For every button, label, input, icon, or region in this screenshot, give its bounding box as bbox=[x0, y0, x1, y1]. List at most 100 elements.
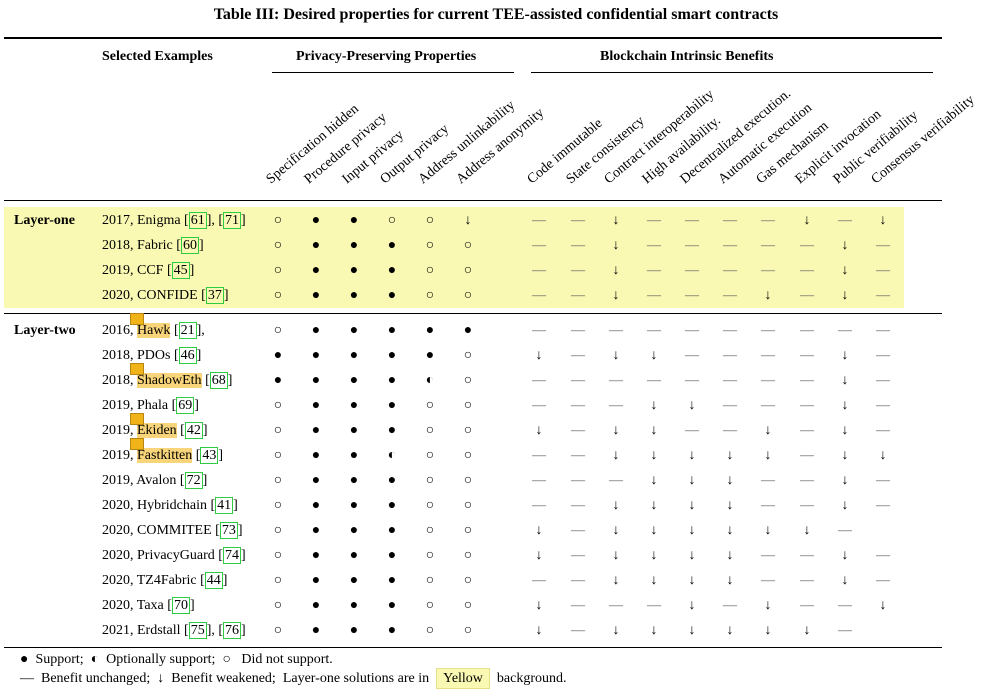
property-cell: — bbox=[800, 548, 814, 563]
property-cell: ● bbox=[387, 498, 397, 513]
citation-link[interactable]: 75 bbox=[188, 622, 207, 639]
comment-note-icon[interactable] bbox=[130, 363, 144, 375]
highlighted-name[interactable]: ShadowEth bbox=[130, 363, 202, 388]
property-cell: ○ bbox=[273, 213, 283, 228]
property-cell: — bbox=[876, 398, 890, 413]
example-cell: 2019, Ekiden [42] bbox=[102, 413, 208, 439]
example-name: COMMITEE bbox=[137, 523, 212, 538]
property-cell: ● bbox=[349, 548, 359, 563]
citation-link[interactable]: 74 bbox=[222, 547, 241, 564]
comment-note-icon[interactable] bbox=[130, 413, 144, 425]
property-cell: ↓ bbox=[535, 548, 543, 563]
property-cell: ○ bbox=[273, 323, 283, 338]
property-cell: — bbox=[647, 598, 661, 613]
citation-link[interactable]: 44 bbox=[204, 572, 223, 589]
citation-link[interactable]: 46 bbox=[178, 347, 197, 364]
property-cell: — bbox=[800, 373, 814, 388]
property-cell: ○ bbox=[273, 498, 283, 513]
property-cell: ○ bbox=[425, 598, 435, 613]
property-cell: ○ bbox=[425, 263, 435, 278]
property-cell: — bbox=[532, 498, 546, 513]
citation-link[interactable]: 73 bbox=[219, 522, 238, 539]
property-cell: ↓ bbox=[764, 448, 772, 463]
example-suffix: , bbox=[201, 323, 205, 338]
citation-link[interactable]: 68 bbox=[209, 372, 228, 389]
property-cell: ○ bbox=[273, 423, 283, 438]
property-cell: — bbox=[876, 348, 890, 363]
property-cell: — bbox=[571, 423, 585, 438]
property-cell: ○ bbox=[463, 238, 473, 253]
property-cell: ○ bbox=[425, 523, 435, 538]
property-cell: — bbox=[685, 423, 699, 438]
citation-link[interactable]: 41 bbox=[215, 497, 234, 514]
property-cell: ○ bbox=[463, 473, 473, 488]
property-cell: ● bbox=[311, 523, 321, 538]
property-cell: — bbox=[532, 573, 546, 588]
property-cell: ↓ bbox=[841, 238, 849, 253]
property-cell: ↓ bbox=[879, 598, 887, 613]
property-cell: ○ bbox=[463, 373, 473, 388]
example-name: PrivacyGuard bbox=[137, 548, 215, 563]
property-cell: ● bbox=[387, 423, 397, 438]
property-cell: ↓ bbox=[726, 498, 734, 513]
example-year: 2020, bbox=[102, 598, 134, 613]
citation-link[interactable]: 42 bbox=[184, 422, 203, 439]
property-cell: ○ bbox=[425, 573, 435, 588]
legend-line-2: — Benefit unchanged; ↓ Benefit weakened;… bbox=[20, 668, 567, 689]
highlighted-name[interactable]: Ekiden bbox=[130, 413, 177, 438]
privacy-group-rule bbox=[272, 72, 514, 73]
property-cell: — bbox=[761, 398, 775, 413]
property-cell: — bbox=[571, 523, 585, 538]
property-cell: ↓ bbox=[803, 213, 811, 228]
citation-link[interactable]: 37 bbox=[205, 287, 224, 304]
property-cell: — bbox=[800, 238, 814, 253]
example-name: Phala bbox=[137, 398, 169, 413]
property-cell: — bbox=[800, 598, 814, 613]
citation-link[interactable]: 61 bbox=[188, 212, 207, 229]
property-cell: ↓ bbox=[803, 623, 811, 638]
property-cell: ○ bbox=[425, 473, 435, 488]
property-cell: ○ bbox=[463, 523, 473, 538]
property-cell: ○ bbox=[273, 548, 283, 563]
property-cell: — bbox=[800, 473, 814, 488]
property-cell: — bbox=[532, 288, 546, 303]
property-cell: — bbox=[761, 238, 775, 253]
legend-support-text: Support; bbox=[35, 652, 84, 667]
comment-note-icon[interactable] bbox=[130, 313, 144, 325]
highlighted-name[interactable]: Fastkitten bbox=[130, 438, 193, 463]
comment-note-icon[interactable] bbox=[130, 438, 144, 450]
citation-link[interactable]: 72 bbox=[184, 472, 203, 489]
citation-link[interactable]: 45 bbox=[171, 262, 190, 279]
property-cell: ↓ bbox=[535, 598, 543, 613]
example-cell: 2021, Erdstall [75], [76] bbox=[102, 622, 246, 639]
layer-divider-rule bbox=[4, 313, 942, 314]
citation-link[interactable]: 76 bbox=[223, 622, 242, 639]
property-cell: ○ bbox=[387, 213, 397, 228]
property-cell: ○ bbox=[425, 213, 435, 228]
example-cell: 2020, PrivacyGuard [74] bbox=[102, 547, 246, 564]
property-cell: ○ bbox=[425, 398, 435, 413]
example-cell: 2019, Phala [69] bbox=[102, 397, 199, 414]
property-cell: ↓ bbox=[726, 448, 734, 463]
citation-link[interactable]: 21 bbox=[178, 322, 197, 339]
highlighted-name[interactable]: Hawk bbox=[130, 313, 171, 338]
citation-link[interactable]: 71 bbox=[223, 212, 242, 229]
property-cell: ↓ bbox=[726, 523, 734, 538]
example-year: 2020, bbox=[102, 498, 134, 513]
property-cell: — bbox=[532, 323, 546, 338]
citation-link[interactable]: 70 bbox=[171, 597, 190, 614]
property-cell: — bbox=[800, 423, 814, 438]
property-cell: ● bbox=[349, 323, 359, 338]
example-year: 2018, bbox=[102, 373, 134, 388]
citation-link[interactable]: 60 bbox=[180, 237, 199, 254]
property-cell: ○ bbox=[273, 238, 283, 253]
property-cell: ↓ bbox=[879, 213, 887, 228]
legend-unchanged-symbol: — bbox=[20, 671, 34, 686]
property-cell: ↓ bbox=[841, 423, 849, 438]
property-cell: ○ bbox=[463, 423, 473, 438]
example-cell: 2020, COMMITEE [73] bbox=[102, 522, 243, 539]
property-cell: ↓ bbox=[650, 348, 658, 363]
citation-link[interactable]: 69 bbox=[176, 397, 195, 414]
property-cell: ● bbox=[311, 398, 321, 413]
citation-link[interactable]: 43 bbox=[200, 447, 219, 464]
